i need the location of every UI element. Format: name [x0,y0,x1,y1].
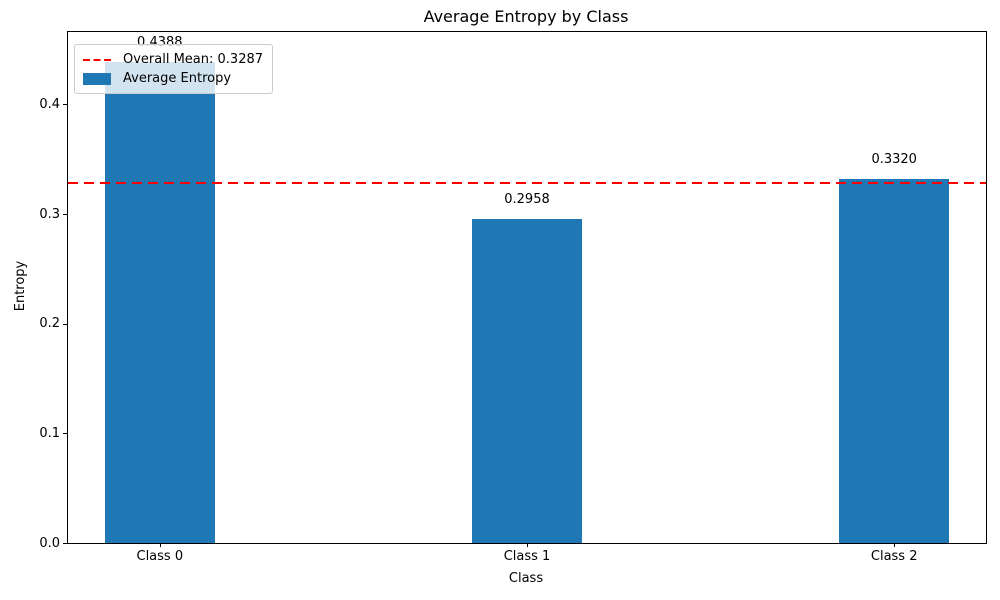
y-tick [63,433,67,435]
legend-dashed-line-sample [83,58,113,61]
legend-patch-sample [83,72,113,85]
chart-title: Average Entropy by Class [423,7,629,26]
bar-value-label: 0.2958 [504,191,550,207]
mean-reference-line [68,181,986,184]
bar-value-label: 0.3320 [871,151,917,167]
x-tick [159,543,161,547]
y-tick-label: 0.4 [39,96,60,112]
plot-area: 0.4388 0.2958 0.3320 Overall Mean: 0.3287 … [39,31,987,564]
y-tick-label: 0.2 [39,316,60,332]
legend-label: Overall Mean: 0.3287 [123,52,264,67]
bar [471,218,583,543]
x-tick-label: Class 0 [136,549,184,564]
y-tick-label: 0.0 [39,535,60,551]
x-tick-label: Class 1 [503,549,551,564]
x-axis-label: Class [508,571,544,586]
legend-entry-mean-line: Overall Mean: 0.3287 [83,50,263,69]
y-tick [63,214,67,216]
y-tick [63,323,67,325]
legend-entry-average-entropy: Average Entropy [83,69,263,88]
x-tick-label: Class 2 [870,549,918,564]
x-tick [527,543,528,547]
bar [839,178,950,543]
y-tick [63,104,67,106]
x-tick [894,543,896,547]
y-axis-label: Entropy [13,260,28,312]
y-tick-label: 0.3 [39,206,60,222]
y-tick-label: 0.1 [39,425,60,441]
y-tick [63,543,67,544]
legend-label: Average Entropy [123,71,232,86]
bar [104,61,215,543]
legend: Overall Mean: 0.3287 Average Entropy [74,44,274,94]
